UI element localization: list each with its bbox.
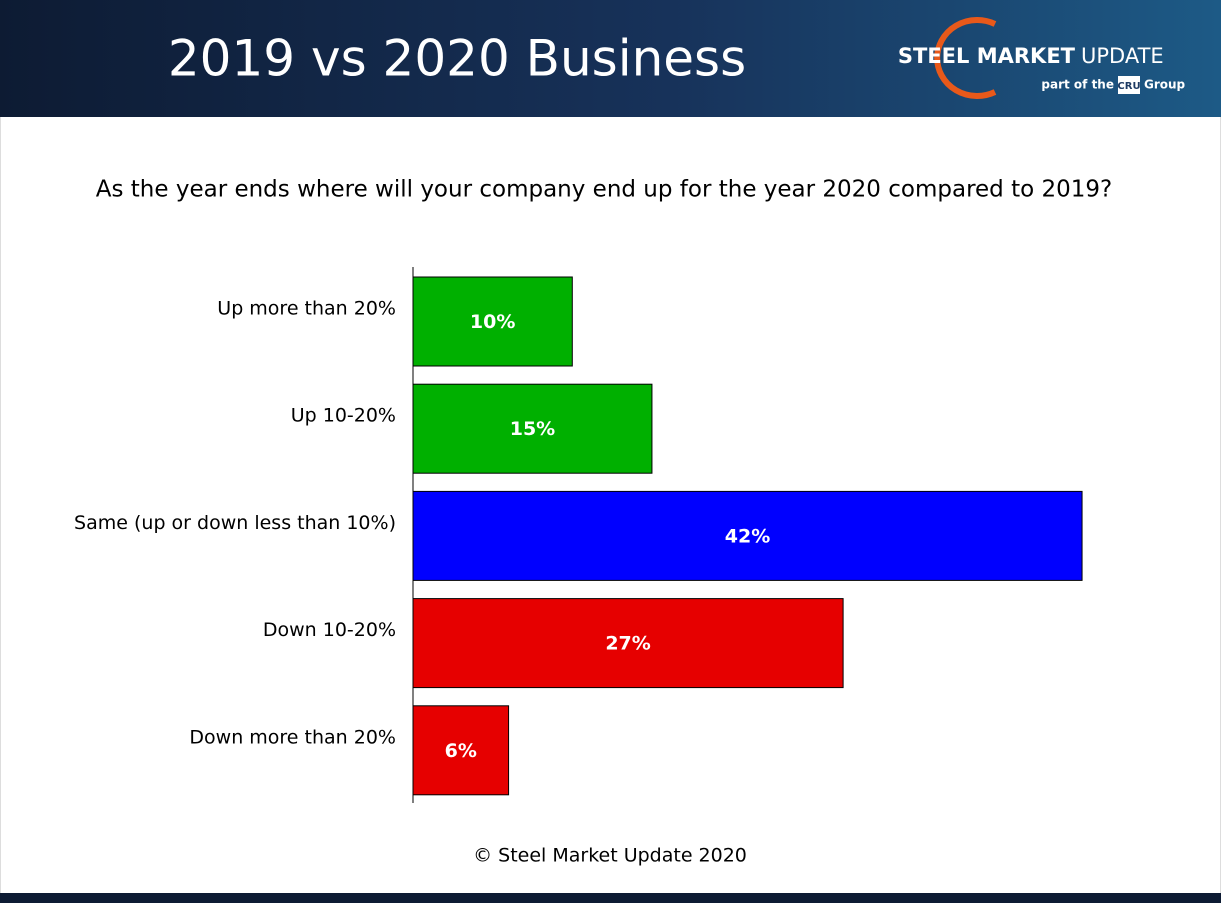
logo-light: UPDATE bbox=[1081, 44, 1164, 68]
footer: © Steel Market Update 2020 bbox=[473, 845, 747, 867]
chart-title: As the year ends where will your company… bbox=[96, 177, 1112, 203]
bar bbox=[412, 276, 573, 367]
header-band bbox=[0, 0, 1221, 117]
bar bbox=[412, 705, 510, 796]
value-label: 15% bbox=[510, 418, 555, 440]
value-label: 10% bbox=[470, 311, 515, 333]
logo-part: part of the bbox=[1041, 78, 1114, 92]
logo-group: Group bbox=[1144, 78, 1186, 92]
logo-bold: STEEL MARKET bbox=[898, 44, 1076, 68]
slide-title: 2019 vs 2020 Business bbox=[168, 30, 746, 88]
category-label: Down more than 20% bbox=[189, 726, 396, 748]
category-label: Down 10-20% bbox=[263, 619, 396, 641]
category-label: Up more than 20% bbox=[217, 298, 396, 320]
value-label: 6% bbox=[445, 740, 477, 762]
value-label: 27% bbox=[605, 633, 650, 655]
logo-arc bbox=[934, 17, 997, 99]
bar bbox=[412, 598, 844, 689]
logo-badge-box bbox=[1118, 76, 1140, 94]
footer-band bbox=[0, 893, 1221, 903]
bar bbox=[412, 490, 1083, 581]
logo-badge: CRU bbox=[1117, 81, 1140, 92]
category-label: Up 10-20% bbox=[291, 405, 396, 427]
value-label: 42% bbox=[725, 525, 770, 547]
bar bbox=[412, 383, 653, 474]
category-label: Same (up or down less than 10%) bbox=[74, 512, 396, 534]
